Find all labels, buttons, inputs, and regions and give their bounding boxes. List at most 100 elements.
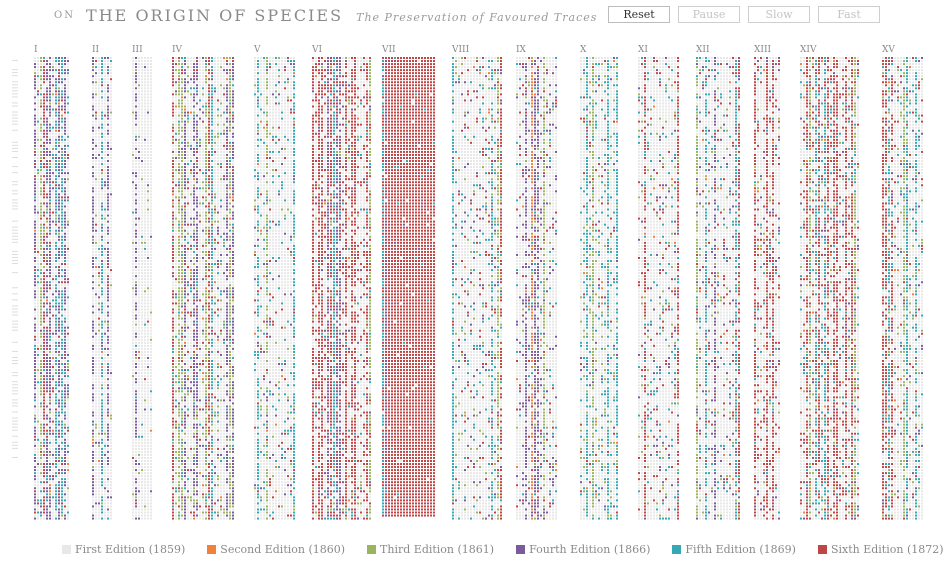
- heatmap-cell: [61, 451, 63, 453]
- heatmap-cell: [52, 518, 54, 520]
- heatmap-cell: [110, 63, 112, 65]
- heatmap-cell: [135, 345, 137, 347]
- heatmap-cell: [101, 151, 103, 153]
- heatmap-cell: [214, 184, 216, 186]
- heatmap-cell: [92, 166, 94, 168]
- heatmap-cell: [52, 178, 54, 180]
- heatmap-cell: [150, 442, 152, 444]
- pause-button[interactable]: Pause: [678, 6, 740, 23]
- heatmap-cell: [190, 93, 192, 95]
- heatmap-cell: [214, 199, 216, 201]
- heatmap-cell: [208, 118, 210, 120]
- heatmap-cell: [49, 387, 51, 389]
- heatmap-cell: [52, 351, 54, 353]
- heatmap-cell: [92, 245, 94, 247]
- heatmap-cell: [101, 178, 103, 180]
- heatmap-cell: [61, 339, 63, 341]
- heatmap-cell: [135, 442, 137, 444]
- heatmap-cell: [98, 418, 100, 420]
- heatmap-cell: [208, 127, 210, 129]
- heatmap-cell: [55, 112, 57, 114]
- heatmap-cell: [61, 345, 63, 347]
- fast-button[interactable]: Fast: [818, 6, 880, 23]
- heatmap-cell: [138, 87, 140, 89]
- heatmap-cell: [55, 212, 57, 214]
- heatmap-cell: [175, 57, 177, 59]
- heatmap-cell: [98, 87, 100, 89]
- heatmap-cell: [40, 424, 42, 426]
- heatmap-cell: [150, 212, 152, 214]
- heatmap-cell: [150, 248, 152, 250]
- heatmap-cell: [138, 369, 140, 371]
- heatmap-cell: [61, 63, 63, 65]
- heatmap-cell: [101, 408, 103, 410]
- heatmap-cell: [52, 242, 54, 244]
- heatmap-cell: [61, 460, 63, 462]
- heatmap-cell: [211, 133, 213, 135]
- heatmap-cell: [202, 118, 204, 120]
- heatmap-cell: [110, 475, 112, 477]
- heatmap-cell: [110, 442, 112, 444]
- heatmap-cell: [147, 127, 149, 129]
- heatmap-cell: [55, 302, 57, 304]
- heatmap-cell: [144, 190, 146, 192]
- heatmap-cell: [107, 209, 109, 211]
- heatmap-cell: [150, 324, 152, 326]
- heatmap-cell: [199, 115, 201, 117]
- heatmap-cell: [220, 181, 222, 183]
- heatmap-cell: [58, 112, 60, 114]
- heatmap-cell: [43, 390, 45, 392]
- heatmap-cell: [184, 78, 186, 80]
- heatmap-cell: [150, 366, 152, 368]
- heatmap-cell: [138, 333, 140, 335]
- heatmap-cell: [193, 184, 195, 186]
- heatmap-cell: [110, 436, 112, 438]
- heatmap-cell: [190, 63, 192, 65]
- heatmap-cell: [34, 424, 36, 426]
- heatmap-cell: [226, 130, 228, 132]
- heatmap-cell: [101, 490, 103, 492]
- heatmap-cell: [95, 396, 97, 398]
- heatmap-cell: [101, 427, 103, 429]
- heatmap-cell: [104, 251, 106, 253]
- heatmap-cell: [67, 127, 69, 129]
- heatmap-cell: [193, 139, 195, 141]
- heatmap-cell: [61, 251, 63, 253]
- heatmap-cell: [43, 384, 45, 386]
- heatmap-cell: [141, 157, 143, 159]
- slow-button[interactable]: Slow: [748, 6, 810, 23]
- heatmap-cell: [205, 112, 207, 114]
- heatmap-cell: [147, 463, 149, 465]
- heatmap-cell: [49, 296, 51, 298]
- heatmap-cell: [64, 312, 66, 314]
- heatmap-cell: [223, 75, 225, 77]
- heatmap-cell: [205, 169, 207, 171]
- heatmap-cell: [95, 215, 97, 217]
- heatmap-cell: [104, 478, 106, 480]
- heatmap-cell: [150, 363, 152, 365]
- heatmap-cell: [46, 60, 48, 62]
- heatmap-cell: [95, 333, 97, 335]
- heatmap-cell: [138, 154, 140, 156]
- heatmap-cell: [220, 199, 222, 201]
- heatmap-cell: [144, 305, 146, 307]
- heatmap-cell: [196, 127, 198, 129]
- reset-button[interactable]: Reset: [608, 6, 670, 23]
- heatmap-cell: [232, 142, 234, 144]
- heatmap-cell: [147, 99, 149, 101]
- heatmap-cell: [98, 75, 100, 77]
- heatmap-cell: [144, 512, 146, 514]
- heatmap-cell: [202, 145, 204, 147]
- heatmap-cell: [205, 63, 207, 65]
- heatmap-cell: [64, 302, 66, 304]
- heatmap-cell: [104, 193, 106, 195]
- heatmap-cell: [147, 163, 149, 165]
- heatmap-cell: [107, 375, 109, 377]
- heatmap-cell: [67, 405, 69, 407]
- heatmap-cell: [104, 433, 106, 435]
- heatmap-cell: [46, 181, 48, 183]
- heatmap-cell: [52, 60, 54, 62]
- heatmap-cell: [37, 475, 39, 477]
- heatmap-cell: [138, 109, 140, 111]
- heatmap-cell: [49, 239, 51, 241]
